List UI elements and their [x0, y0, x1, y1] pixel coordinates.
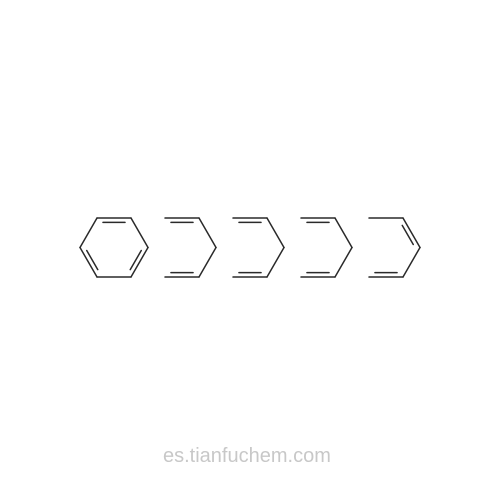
watermark-text: es.tianfuchem.com	[163, 445, 331, 468]
molecule-pentacene	[40, 178, 460, 323]
image-canvas: es.tianfuchem.com	[0, 0, 500, 500]
molecule-svg	[40, 178, 460, 318]
